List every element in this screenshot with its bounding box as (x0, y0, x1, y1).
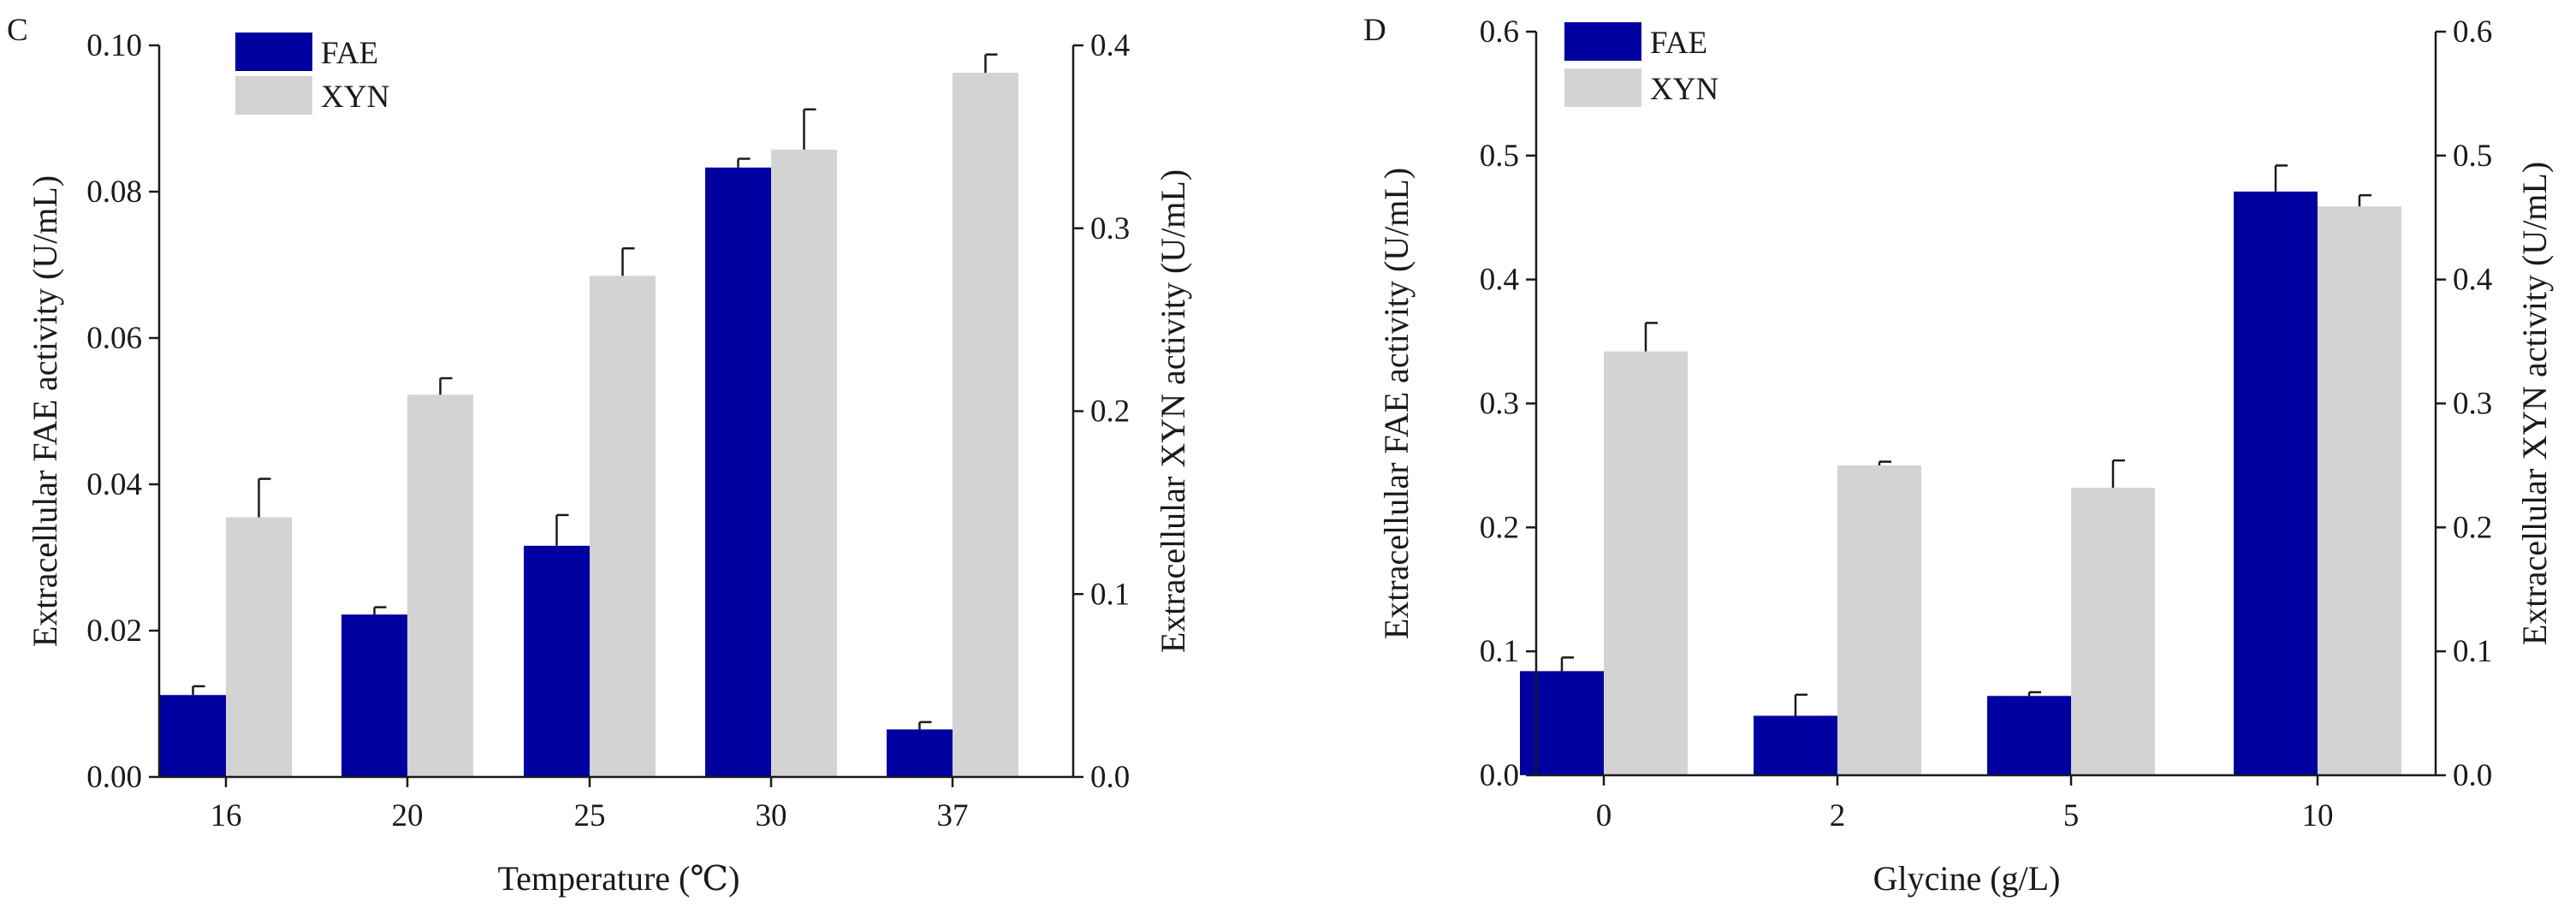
xyn-bar-30 (771, 149, 837, 777)
y-tick-label-right: 0.3 (2453, 387, 2492, 422)
xyn-bar-10 (2318, 206, 2401, 776)
fae-bar-2 (1754, 715, 1837, 775)
fae-bar-0 (1520, 671, 1604, 775)
y-tick-label-left: 0.02 (86, 614, 142, 649)
y-tick-label-right: 0.1 (1090, 577, 1130, 612)
y-tick-label-right: 0.3 (1090, 211, 1130, 246)
y-tick-label-left: 0.1 (1480, 634, 1519, 669)
y-tick-label-left: 0.2 (1480, 510, 1519, 545)
fae-bar-37 (887, 729, 953, 777)
fae-bar-30 (705, 167, 771, 777)
legend-swatch-fae (1564, 22, 1641, 61)
legend-label-fae: FAE (321, 36, 378, 71)
legend-swatch-xyn (1564, 68, 1641, 107)
y-tick-label-left: 0.00 (86, 760, 142, 795)
xyn-bar-25 (590, 276, 656, 777)
xyn-bar-20 (407, 394, 473, 777)
x-tick-label: 16 (211, 798, 242, 833)
x-tick-label: 5 (2063, 798, 2080, 833)
x-tick-label: 25 (574, 798, 606, 833)
legend-label-xyn: XYN (321, 80, 389, 115)
x-tick-label: 20 (392, 798, 424, 833)
y-tick-label-left: 0.04 (86, 467, 142, 502)
y-axis-title-left: Extracellular FAE activity (U/mL) (1377, 168, 1416, 639)
x-tick-label: 2 (1830, 798, 1846, 833)
y-axis-title-left: Extracellular FAE activity (U/mL) (26, 175, 64, 647)
y-tick-label-right: 0.4 (2453, 263, 2492, 298)
fae-bar-20 (341, 614, 407, 777)
y-tick-label-right: 0.5 (2453, 139, 2492, 174)
y-tick-label-right: 0.2 (2453, 510, 2492, 545)
xyn-bar-5 (2071, 487, 2155, 775)
fae-bar-16 (160, 695, 226, 777)
y-tick-label-right: 0.1 (2453, 634, 2492, 669)
y-axis-title-right: Extracellular XYN activity (U/mL) (1154, 169, 1192, 653)
y-tick-label-right: 0.6 (2453, 15, 2492, 50)
y-tick-label-left: 0.08 (86, 175, 142, 210)
y-tick-label-right: 0.0 (1090, 760, 1130, 795)
x-tick-label: 37 (937, 798, 969, 833)
xyn-bar-37 (953, 73, 1018, 777)
fae-bar-25 (524, 545, 590, 777)
x-tick-label: 0 (1596, 798, 1612, 833)
x-tick-label: 30 (756, 798, 787, 833)
xyn-bar-16 (226, 517, 292, 777)
y-tick-label-right: 0.0 (2453, 758, 2492, 793)
y-tick-label-left: 0.10 (86, 28, 142, 63)
legend-swatch-fae (235, 33, 312, 71)
y-tick-label-left: 0.3 (1480, 387, 1519, 422)
panel-label: C (7, 13, 28, 48)
xyn-bar-2 (1837, 465, 1921, 775)
panel-label: D (1363, 13, 1386, 48)
xyn-bar-0 (1604, 351, 1688, 775)
fae-bar-10 (2234, 191, 2318, 775)
fae-bar-5 (1987, 696, 2071, 775)
x-axis-title: Glycine (g/L) (1873, 859, 2061, 898)
y-tick-label-left: 0.5 (1480, 139, 1519, 174)
y-tick-label-right: 0.2 (1090, 394, 1130, 430)
y-tick-label-left: 0.06 (86, 321, 142, 356)
y-tick-label-left: 0.0 (1480, 758, 1519, 793)
legend-label-fae: FAE (1650, 26, 1707, 61)
y-axis-title-right: Extracellular XYN activity (U/mL) (2515, 162, 2554, 645)
x-axis-title: Temperature (℃) (498, 859, 740, 898)
x-tick-label: 10 (2302, 798, 2334, 833)
legend-label-xyn: XYN (1650, 72, 1718, 107)
legend-swatch-xyn (235, 76, 312, 115)
y-tick-label-left: 0.6 (1480, 15, 1519, 50)
y-tick-label-left: 0.4 (1480, 263, 1519, 298)
y-tick-label-right: 0.4 (1090, 28, 1130, 63)
